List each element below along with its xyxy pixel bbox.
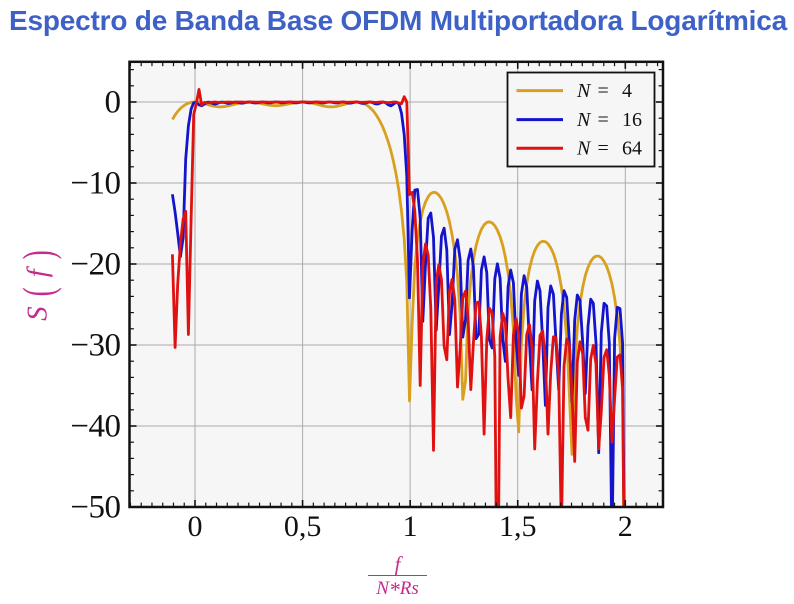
svg-text:−50: −50 bbox=[70, 490, 120, 526]
svg-text:N=16: N = 16 bbox=[576, 109, 642, 131]
svg-text:−40: −40 bbox=[70, 409, 120, 445]
svg-text:0,5: 0,5 bbox=[284, 510, 322, 543]
svg-text:2: 2 bbox=[618, 510, 633, 543]
svg-text:−20: −20 bbox=[70, 247, 120, 283]
svg-text:−10: −10 bbox=[70, 166, 120, 202]
svg-text:0: 0 bbox=[105, 85, 121, 121]
svg-text:N=4: N = 4 bbox=[576, 80, 632, 102]
svg-text:1,5: 1,5 bbox=[499, 510, 537, 543]
svg-text:N=64: N = 64 bbox=[576, 138, 642, 160]
svg-text:0: 0 bbox=[188, 510, 203, 543]
svg-text:1: 1 bbox=[403, 510, 418, 543]
svg-text:−30: −30 bbox=[70, 328, 120, 364]
